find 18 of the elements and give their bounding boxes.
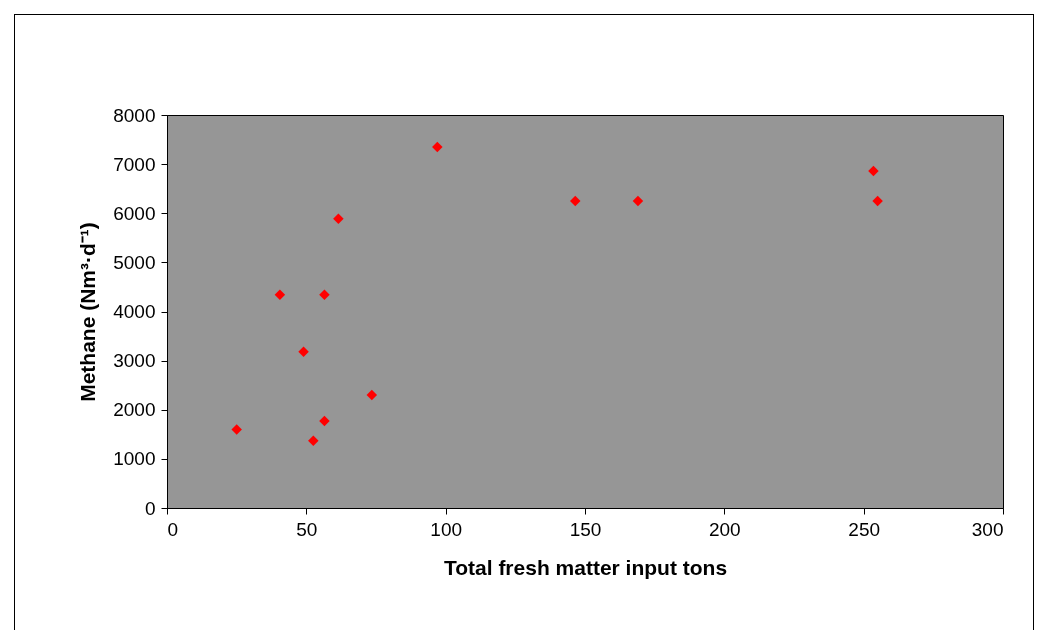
y-tick-label: 1000 [113, 448, 156, 470]
y-tick-label: 0 [144, 497, 156, 519]
y-tick-label: 7000 [113, 153, 156, 175]
x-tick-label: 50 [296, 518, 318, 540]
x-tick-label: 200 [708, 518, 741, 540]
x-tick-label: 250 [848, 518, 881, 540]
y-tick-label: 8000 [113, 104, 156, 126]
x-tick-label: 300 [971, 518, 1004, 540]
x-tick-label: 150 [569, 518, 602, 540]
x-tick-label: 0 [167, 518, 179, 540]
x-axis-title: Total fresh matter input tons [443, 555, 728, 579]
y-tick-label: 2000 [113, 399, 156, 421]
y-tick-label: 5000 [113, 251, 156, 273]
x-tick-label: 100 [430, 518, 463, 540]
y-axis-title: Methane (Nm³·d⁻¹) [76, 222, 100, 402]
y-tick-label: 3000 [113, 350, 156, 372]
y-tick-label: 6000 [113, 202, 156, 224]
y-tick-label: 4000 [113, 301, 156, 322]
